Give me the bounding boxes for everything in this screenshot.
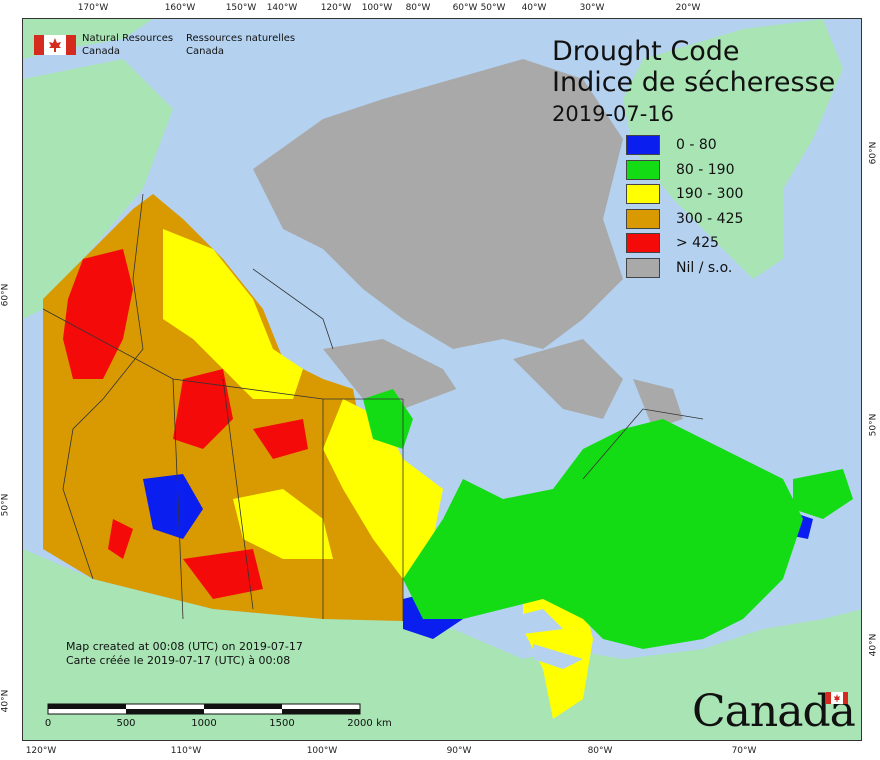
credit-english: Map created at 00:08 (UTC) on 2019-07-17 (66, 640, 303, 653)
region-425-lake (253, 419, 308, 459)
agency-name-fr: Ressources naturelles Canada (186, 33, 296, 57)
legend-label: 190 - 300 (676, 186, 744, 203)
legend-item: 0 - 80 (626, 133, 743, 158)
title-date: 2019-07-16 (552, 102, 675, 126)
legend-label: 80 - 190 (676, 161, 735, 178)
wordmark-flag-icon (826, 692, 848, 704)
region-190-300-central (233, 489, 333, 559)
region-425-nwt (173, 369, 233, 449)
credit-french: Carte créée le 2019-07-17 (UTC) à 00:08 (66, 654, 291, 667)
scale-unit-label: km (376, 718, 392, 729)
legend-swatch (626, 184, 660, 205)
graticule-label-bottom: 80°W (587, 746, 613, 756)
graticule-label-top: 150°W (225, 3, 257, 13)
legend-label: Nil / s.o. (676, 259, 733, 276)
great-lake (503, 609, 563, 634)
alaska-land (23, 59, 173, 319)
agency-name-en: Natural Resources Canada (82, 33, 174, 57)
legend-swatch (626, 208, 660, 229)
region-190-300-north (163, 229, 303, 399)
graticule-label-bottom: 110°W (170, 746, 202, 756)
scale-tick-label: 500 (116, 718, 136, 729)
graticule-label-top: 50°W (480, 3, 506, 13)
scale-tick-label: 1500 (269, 718, 295, 729)
graticule-label-top: 60°W (452, 3, 478, 13)
scale-bar: 0 500 1000 1500 2000 km (44, 702, 392, 736)
baffin-south (513, 339, 623, 419)
graticule-label-top: 170°W (77, 3, 109, 13)
legend-swatch (626, 159, 660, 180)
scale-tick-label: 0 (44, 718, 52, 729)
legend-swatch (626, 257, 660, 278)
usa-land (23, 549, 861, 740)
graticule-label-top: 120°W (320, 3, 352, 13)
legend-swatch (626, 233, 660, 254)
graticule-label-bottom: 90°W (446, 746, 472, 756)
map-title: Drought Code Indice de sécheresse 2019-0… (552, 36, 835, 128)
great-lake (533, 644, 583, 669)
provincial-boundaries (42, 193, 704, 621)
scale-tick-label: 1000 (191, 718, 217, 729)
region-190-300-prairie (323, 399, 443, 579)
graticule-label-left: 40°N (0, 689, 11, 713)
graticule-label-left: 60°N (0, 283, 11, 307)
graticule-label-left: 50°N (0, 493, 11, 517)
legend: 0 - 80 80 - 190 190 - 300 300 - 425 > 42… (626, 133, 743, 280)
canada-flag-icon (34, 35, 76, 55)
scale-tick-label: 2000 (347, 718, 373, 729)
graticule-label-top: 100°W (361, 3, 393, 13)
legend-item: 300 - 425 (626, 207, 743, 232)
graticule-label-top: 30°W (579, 3, 605, 13)
title-english: Drought Code (552, 36, 740, 67)
legend-item: 80 - 190 (626, 158, 743, 183)
scale-bar-graphic (47, 703, 361, 715)
region-425-bc (108, 519, 133, 559)
graticule-label-top: 160°W (164, 3, 196, 13)
title-french: Indice de sécheresse (552, 67, 836, 98)
graticule-label-top: 40°W (521, 3, 547, 13)
legend-item: 190 - 300 (626, 182, 743, 207)
legend-label: 300 - 425 (676, 210, 744, 227)
graticule-label-right: 40°N (868, 633, 879, 657)
labrador-tip (633, 379, 683, 429)
arctic-mainland-nil (323, 339, 463, 419)
graticule-label-top: 80°W (405, 3, 431, 13)
legend-label: > 425 (676, 235, 719, 252)
legend-item: > 425 (626, 231, 743, 256)
region-425-yukon (63, 249, 133, 379)
map-credits: Map created at 00:08 (UTC) on 2019-07-17… (66, 640, 303, 668)
legend-label: 0 - 80 (676, 137, 717, 154)
graticule-label-bottom: 70°W (731, 746, 757, 756)
region-80-190-east (403, 419, 803, 649)
greenland (623, 19, 843, 279)
hudson-bay (403, 379, 583, 499)
graticule-label-bottom: 100°W (306, 746, 338, 756)
region-80-190-north (363, 389, 413, 449)
region-0-80-alberta (143, 474, 203, 539)
region-425-south (183, 549, 263, 599)
graticule-label-right: 50°N (868, 413, 879, 437)
graticule-label-top: 20°W (675, 3, 701, 13)
graticule-label-bottom: 120°W (25, 746, 57, 756)
map-canvas (22, 18, 862, 741)
legend-swatch (626, 135, 660, 156)
region-80-190-newfoundland (793, 469, 853, 519)
graticule-label-right: 60°N (868, 141, 879, 165)
graticule-label-top: 140°W (266, 3, 298, 13)
drought-map (23, 19, 861, 740)
legend-item: Nil / s.o. (626, 256, 743, 281)
arctic-islands (253, 59, 623, 349)
